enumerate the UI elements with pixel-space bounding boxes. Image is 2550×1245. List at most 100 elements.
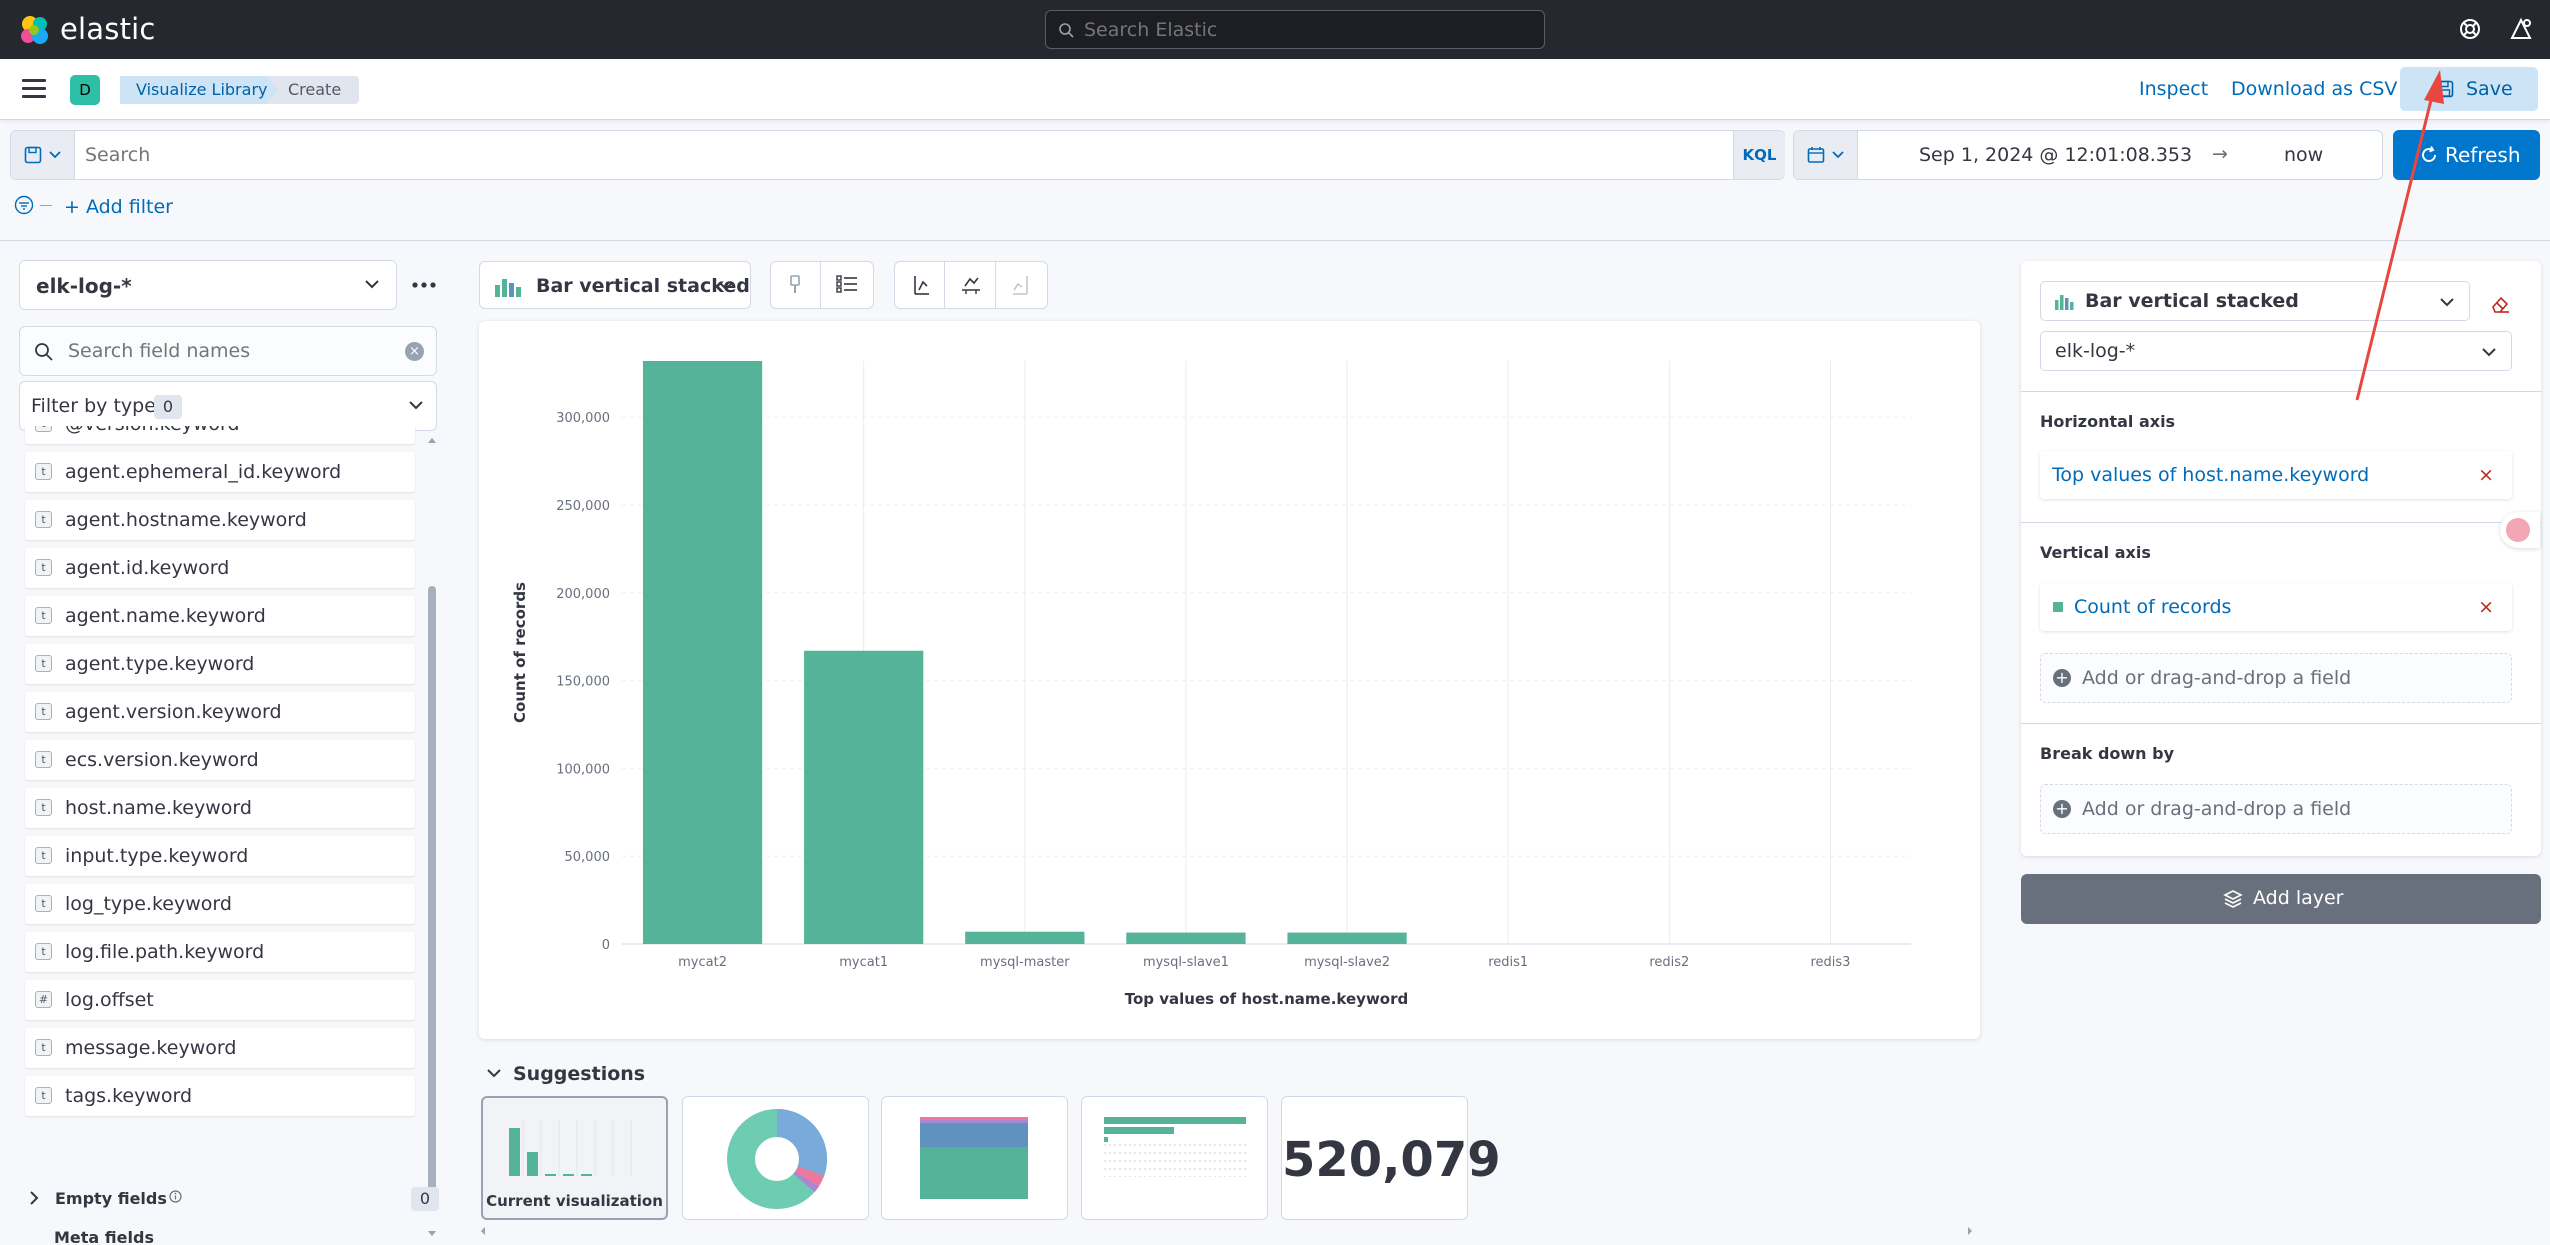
query-language-toggle[interactable]: KQL <box>1733 131 1785 179</box>
field-search-input[interactable] <box>68 327 408 375</box>
newsfeed-icon[interactable] <box>2508 16 2534 42</box>
number-field-token-icon: # <box>35 991 52 1008</box>
plus-icon: + <box>2053 669 2071 687</box>
global-search[interactable] <box>1045 10 1545 49</box>
inspect-link[interactable]: Inspect <box>2139 78 2209 100</box>
remove-dimension-icon[interactable]: × <box>2478 464 2494 486</box>
more-options-icon[interactable] <box>410 278 438 292</box>
layer-chart-type-label: Bar vertical stacked <box>2085 290 2299 312</box>
help-icon[interactable] <box>2457 16 2483 42</box>
legend-icon <box>836 275 857 293</box>
empty-fields-section[interactable]: Empty fields 0 <box>19 1184 439 1214</box>
filter-by-type[interactable]: Filter by type 0 <box>19 381 437 431</box>
layer-chart-type-select[interactable]: Bar vertical stacked <box>2040 281 2470 321</box>
left-axis-button[interactable] <box>895 262 945 308</box>
chart-type-switcher[interactable]: Bar vertical stacked <box>479 261 751 309</box>
filter-type-count: 0 <box>154 395 182 419</box>
global-search-input[interactable] <box>1084 11 1524 48</box>
section-divider <box>2021 522 2541 523</box>
paint-brush-icon <box>790 275 800 293</box>
axis-right-icon <box>1013 276 1028 295</box>
field-list-item[interactable]: t agent.hostname.keyword <box>25 500 415 540</box>
string-field-token-icon: t <box>35 895 52 912</box>
add-field-label: Add or drag-and-drop a field <box>2082 667 2352 689</box>
field-list-item[interactable]: t @version.keyword <box>25 426 415 444</box>
string-field-token-icon: t <box>35 1039 52 1056</box>
field-list-item[interactable]: t log.file.path.keyword <box>25 932 415 972</box>
style-toolbar <box>770 261 874 309</box>
field-list-item[interactable]: t ecs.version.keyword <box>25 740 415 780</box>
breadcrumb-visualize-library[interactable]: Visualize Library <box>120 76 295 104</box>
bottom-axis-button[interactable] <box>946 262 996 308</box>
end-date[interactable]: now <box>2284 144 2324 166</box>
visual-options-button[interactable] <box>771 262 821 308</box>
floating-translate-widget[interactable] <box>2500 512 2540 548</box>
header-divider <box>0 240 2550 241</box>
series-color-swatch[interactable] <box>2053 602 2063 612</box>
suggestion-current-label: Current visualization <box>486 1192 663 1210</box>
save-label: Save <box>2466 78 2513 100</box>
saved-query-menu[interactable] <box>11 131 75 179</box>
chevron-down-icon <box>719 282 733 291</box>
date-picker: Sep 1, 2024 @ 12:01:08.353 → now <box>1793 130 2383 180</box>
y-tick-label: 100,000 <box>556 762 610 777</box>
field-list-item[interactable]: # log.offset <box>25 980 415 1020</box>
suggestion-donut[interactable] <box>682 1096 869 1220</box>
string-field-token-icon: t <box>35 607 52 624</box>
field-list-item[interactable]: t agent.ephemeral_id.keyword <box>25 452 415 492</box>
add-vertical-field[interactable]: + Add or drag-and-drop a field <box>2040 653 2512 703</box>
layer-data-view-select[interactable]: elk-log-* <box>2040 331 2512 371</box>
brand-name: elastic <box>60 12 156 46</box>
save-button[interactable]: Save <box>2400 67 2538 111</box>
field-list-item[interactable]: t host.name.keyword <box>25 788 415 828</box>
suggestion-table[interactable] <box>1081 1096 1268 1220</box>
add-filter-button[interactable]: + Add filter <box>64 196 173 218</box>
string-field-token-icon: t <box>35 655 52 672</box>
field-list-item[interactable]: t agent.name.keyword <box>25 596 415 636</box>
legend-button[interactable] <box>822 262 872 308</box>
field-list-item[interactable]: t message.keyword <box>25 1028 415 1068</box>
chevron-down-icon <box>2482 348 2496 357</box>
chevron-down-icon <box>2440 298 2454 307</box>
data-view-selector[interactable]: elk-log-* <box>19 260 397 310</box>
field-list-item[interactable]: t agent.id.keyword <box>25 548 415 588</box>
clear-search-icon[interactable]: × <box>405 342 424 361</box>
remove-dimension-icon[interactable]: × <box>2478 596 2494 618</box>
eraser-icon[interactable] <box>2489 293 2511 315</box>
filter-icon[interactable] <box>14 195 34 215</box>
suggestion-stacked-area[interactable] <box>881 1096 1068 1220</box>
suggestion-metric[interactable]: 520,079 <box>1281 1096 1501 1220</box>
info-icon <box>169 1190 182 1203</box>
vertical-axis-dimension[interactable]: Count of records × <box>2040 583 2512 631</box>
field-list-scrollbar[interactable] <box>428 586 436 1206</box>
field-name: message.keyword <box>65 1037 237 1059</box>
refresh-button[interactable]: Refresh <box>2393 130 2540 180</box>
start-date[interactable]: Sep 1, 2024 @ 12:01:08.353 <box>1919 144 2193 166</box>
add-layer-button[interactable]: Add layer <box>2021 874 2541 924</box>
suggestions-scrollbar[interactable] <box>479 1224 1974 1238</box>
scroll-down-icon[interactable] <box>426 1230 438 1238</box>
space-avatar[interactable]: D <box>70 75 100 105</box>
y-tick-label: 200,000 <box>556 587 610 602</box>
query-input[interactable] <box>85 131 1725 179</box>
field-list: t @version.keyword t agent.ephemeral_id.key… <box>19 426 427 1126</box>
menu-toggle-icon[interactable] <box>22 79 46 99</box>
field-list-item[interactable]: t log_type.keyword <box>25 884 415 924</box>
vertical-axis-value[interactable]: Count of records <box>2074 596 2232 618</box>
download-csv-link[interactable]: Download as CSV <box>2231 78 2398 100</box>
horizontal-axis-value[interactable]: Top values of host.name.keyword <box>2052 464 2370 486</box>
horizontal-axis-dimension[interactable]: Top values of host.name.keyword × <box>2040 451 2512 499</box>
x-tick-label: redis1 <box>1488 955 1528 970</box>
field-list-item[interactable]: t tags.keyword <box>25 1076 415 1116</box>
suggestion-stacked-thumbnail <box>920 1117 1028 1199</box>
quick-select-menu[interactable] <box>1794 131 1858 179</box>
field-list-item[interactable]: t input.type.keyword <box>25 836 415 876</box>
add-breakdown-field[interactable]: + Add or drag-and-drop a field <box>2040 784 2512 834</box>
meta-fields-label[interactable]: Meta fields <box>54 1228 154 1245</box>
field-list-item[interactable]: t agent.type.keyword <box>25 644 415 684</box>
field-name: agent.type.keyword <box>65 653 255 675</box>
field-list-item[interactable]: t agent.version.keyword <box>25 692 415 732</box>
scroll-up-icon[interactable] <box>426 436 438 444</box>
suggestion-current[interactable]: Current visualization <box>481 1096 668 1220</box>
elastic-logo-icon[interactable] <box>18 14 52 46</box>
